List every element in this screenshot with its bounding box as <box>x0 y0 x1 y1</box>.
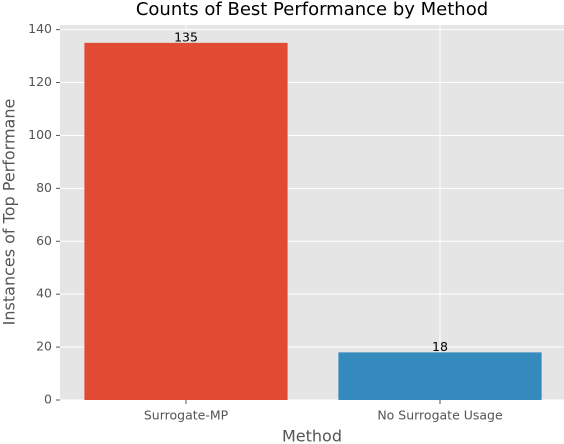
data-label: 18 <box>432 339 448 354</box>
x-axis-label: Method <box>282 427 342 444</box>
bar <box>338 352 542 400</box>
y-tick-label: 40 <box>36 286 52 301</box>
x-tick-label: No Surrogate Usage <box>377 408 503 423</box>
y-tick-label: 60 <box>36 233 52 248</box>
y-tick-label: 20 <box>36 339 52 354</box>
chart-title: Counts of Best Performance by Method <box>136 0 488 20</box>
y-axis-label: Instances of Top Performane <box>0 99 19 326</box>
data-label: 135 <box>174 29 198 44</box>
x-tick-label: Surrogate-MP <box>144 408 229 423</box>
bar <box>84 42 288 400</box>
y-tick-label: 80 <box>36 180 52 195</box>
y-tick-label: 120 <box>28 74 52 89</box>
marks <box>84 42 542 400</box>
y-tick-label: 100 <box>28 127 52 142</box>
y-tick-label: 0 <box>44 392 52 407</box>
y-tick-label: 140 <box>28 21 52 36</box>
